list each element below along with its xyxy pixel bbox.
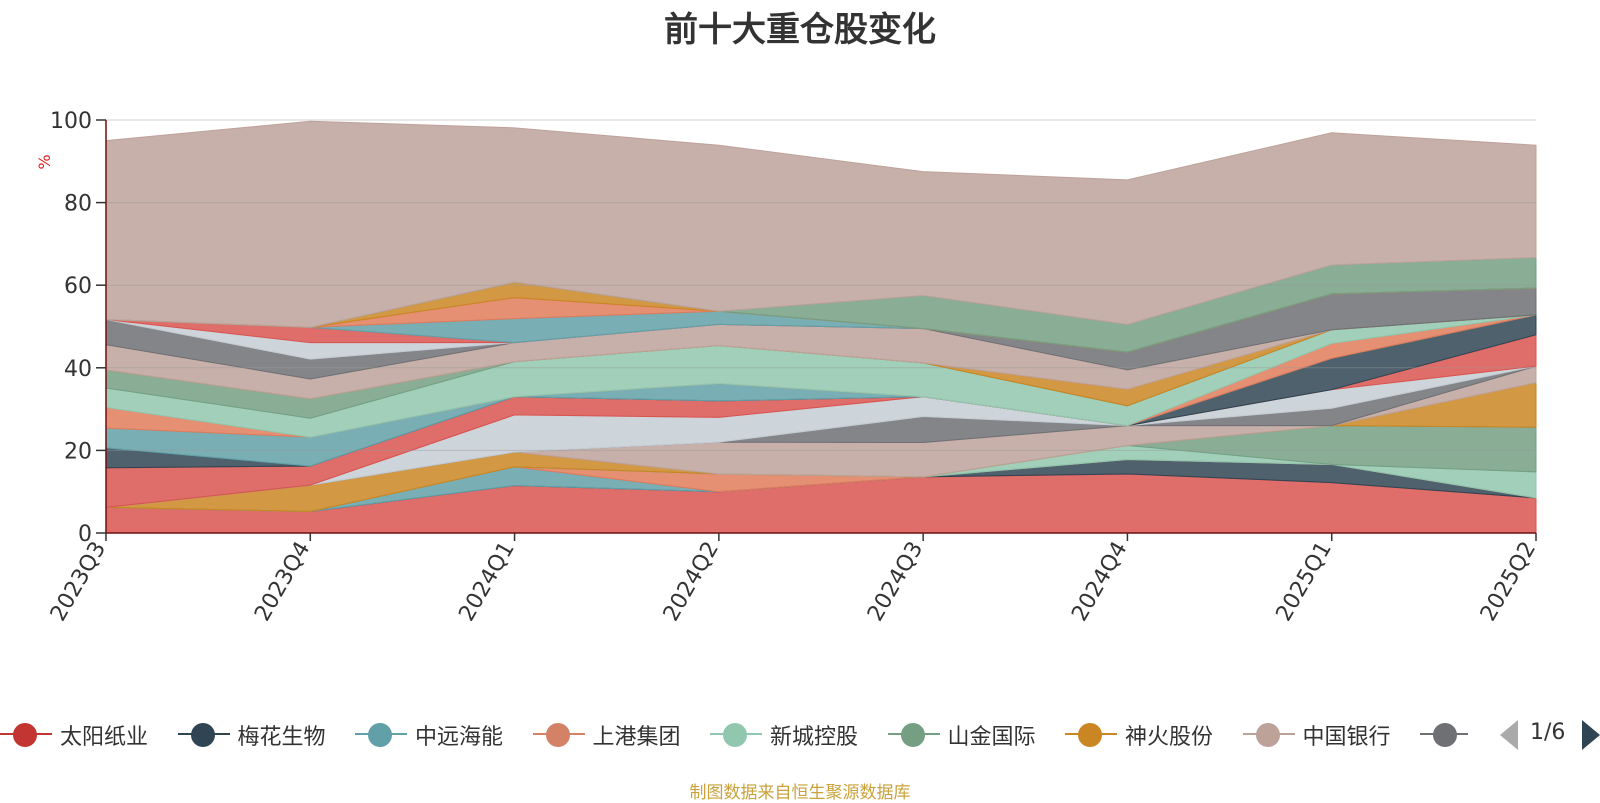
legend-dot-icon (368, 723, 392, 747)
x-tick-label: 2024Q4 (1067, 538, 1132, 626)
y-tick-label: 60 (64, 274, 92, 299)
legend-page-indicator: 1/6 (1530, 720, 1566, 745)
area-series-26 (105, 120, 1537, 328)
x-tick-label: 2025Q1 (1272, 538, 1337, 626)
legend-next-icon[interactable] (1582, 720, 1600, 750)
legend-label: 梅花生物 (237, 725, 326, 750)
stacked-area-chart: 0 20 40 60 80 100 2023Q3 2023Q4 2024Q1 2024Q2 2024… (35, 109, 1541, 626)
legend-dot-icon (545, 723, 570, 747)
legend-dot-icon (13, 723, 37, 747)
legend: 太阳纸业梅花生物中远海能上港集团新城控股山金国际神火股份中国银行兴 (0, 714, 1468, 754)
legend-label: 神火股份 (1125, 725, 1214, 750)
y-tick-label: 0 (78, 522, 92, 547)
grid-lines (106, 119, 1536, 451)
chart-title: 前十大重仓股变化 (664, 10, 936, 50)
x-tick-label: 2024Q3 (863, 538, 928, 626)
legend-label: 太阳纸业 (60, 725, 149, 750)
area-series-group (105, 120, 1537, 534)
legend-label: 上港集团 (592, 725, 681, 750)
y-axis-label: % (35, 154, 54, 169)
x-tick-label: 2025Q2 (1476, 538, 1541, 626)
y-tick-label: 80 (64, 192, 92, 217)
x-tick-label: 2023Q4 (250, 538, 315, 626)
x-tick-label: 2024Q2 (659, 538, 724, 626)
y-tick-label: 20 (64, 439, 92, 464)
legend-dot-icon (1078, 723, 1102, 747)
y-tick-label: 100 (50, 109, 92, 134)
y-tick-label: 40 (64, 357, 92, 382)
legend-label: 新城控股 (770, 725, 859, 750)
legend-dot-icon (723, 723, 747, 747)
legend-dot-icon (900, 723, 925, 747)
legend-dot-icon (1433, 723, 1457, 747)
x-tick-label: 2023Q3 (46, 538, 111, 626)
legend-label: 中国银行 (1302, 725, 1391, 750)
legend-dot-icon (190, 723, 215, 747)
legend-label: 山金国际 (947, 725, 1036, 750)
legend-prev-icon[interactable] (1500, 720, 1518, 750)
x-tick-label: 2024Q1 (454, 538, 519, 626)
source-note: 制图数据来自恒生聚源数据库 (689, 783, 911, 803)
legend-label: 中远海能 (415, 725, 504, 750)
legend-dot-icon (1255, 723, 1280, 747)
